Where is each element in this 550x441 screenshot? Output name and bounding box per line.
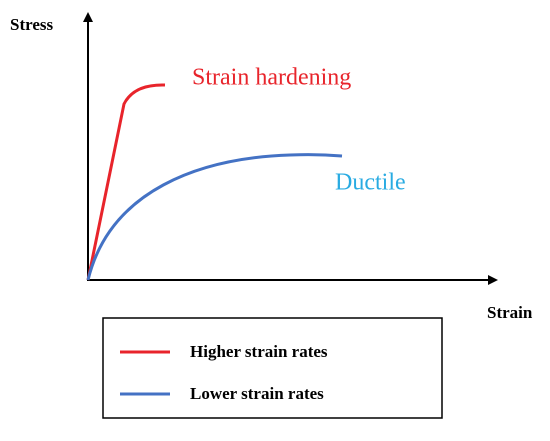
higher-rate-curve xyxy=(86,83,166,281)
y-axis-label: Stress xyxy=(10,15,54,34)
lower-rate-curve xyxy=(86,153,343,281)
legend-label: Lower strain rates xyxy=(190,384,324,403)
ductile-label: Ductile xyxy=(335,170,406,196)
legend-box xyxy=(102,317,443,419)
x-axis-label: Strain xyxy=(487,303,533,322)
legend-label: Higher strain rates xyxy=(190,342,328,361)
strain-hardening-label: Strain hardening xyxy=(192,65,351,91)
